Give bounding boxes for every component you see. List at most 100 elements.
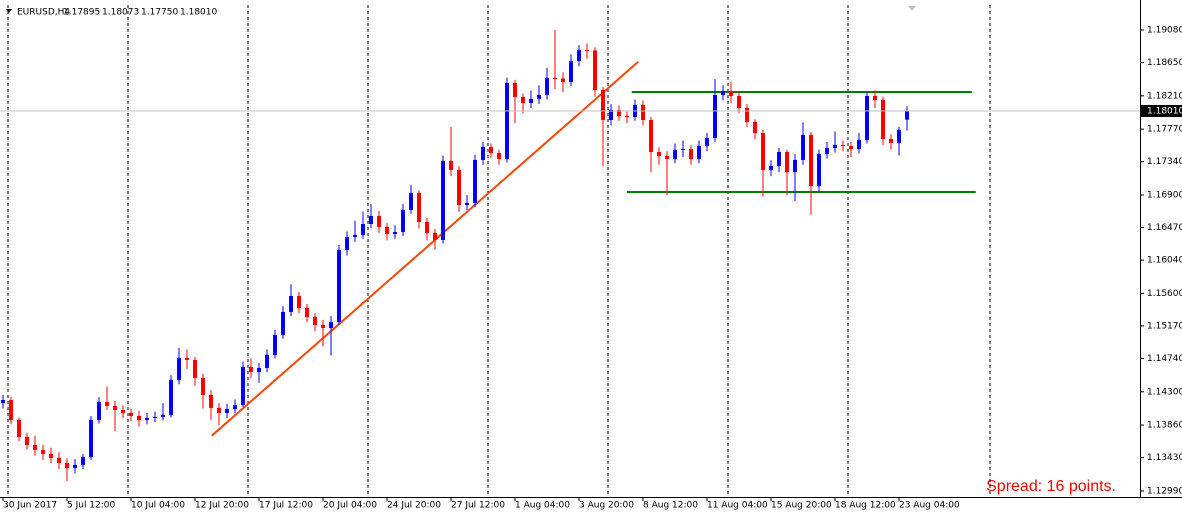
x-tick-label: 18 Aug 12:00 xyxy=(835,501,896,511)
x-tick-label: 10 Jul 04:00 xyxy=(131,501,185,511)
candle-body xyxy=(121,409,125,413)
candle-body xyxy=(705,137,709,146)
candle-body xyxy=(585,49,589,51)
x-tick-label: 1 Aug 04:00 xyxy=(515,501,570,511)
y-tick-label: 1.15170 xyxy=(1147,321,1182,331)
candle-body xyxy=(265,354,269,368)
candle-body xyxy=(217,407,221,413)
candle-body xyxy=(81,456,85,465)
x-tick-label: 27 Jul 12:00 xyxy=(451,501,505,511)
y-tick-label: 1.16470 xyxy=(1147,223,1182,233)
candle-body xyxy=(713,94,717,138)
candle-body xyxy=(393,231,397,234)
candle-body xyxy=(313,316,317,325)
x-tick-label: 24 Jul 20:00 xyxy=(387,501,441,511)
y-tick-label: 1.13860 xyxy=(1147,421,1182,431)
y-tick-label: 1.16040 xyxy=(1147,256,1182,266)
y-tick-label: 1.16900 xyxy=(1147,190,1182,200)
candle-body xyxy=(689,148,693,159)
candle-body xyxy=(609,109,613,120)
candle-body xyxy=(489,146,493,153)
menu-arrow[interactable] xyxy=(6,9,12,13)
candle-body xyxy=(257,367,261,372)
x-tick-label: 23 Aug 04:00 xyxy=(899,501,960,511)
candle-body xyxy=(161,414,165,417)
candle-body xyxy=(201,377,205,395)
candle-body xyxy=(801,134,805,160)
candle-body xyxy=(1,399,5,404)
x-tick-label: 12 Jul 20:00 xyxy=(195,501,249,511)
candle-body xyxy=(737,95,741,108)
y-tick-label: 1.19080 xyxy=(1147,25,1182,35)
candle-body xyxy=(497,152,501,159)
shift-marker xyxy=(908,6,916,11)
candle-body xyxy=(89,419,93,457)
y-tick-label: 1.18650 xyxy=(1147,58,1182,68)
candle-body xyxy=(33,444,37,450)
y-tick-label: 1.15600 xyxy=(1147,289,1182,299)
x-tick-label: 17 Jul 12:00 xyxy=(259,501,313,511)
price-label-box xyxy=(1141,104,1182,117)
symbol-label: EURUSD,H4 xyxy=(17,8,70,18)
candle-body xyxy=(521,96,525,103)
candle-body xyxy=(113,405,117,410)
candle-body xyxy=(193,359,197,378)
candle-body xyxy=(441,160,445,240)
candle-body xyxy=(385,226,389,234)
candle-body xyxy=(905,110,909,120)
candle-body xyxy=(529,98,533,103)
candle-body xyxy=(137,415,141,420)
y-tick-label: 1.14740 xyxy=(1147,354,1182,364)
candle-body xyxy=(601,90,605,120)
candle-body xyxy=(345,236,349,250)
candle-body xyxy=(273,334,277,355)
y-tick-label: 1.18210 xyxy=(1147,91,1182,101)
candle-body xyxy=(817,153,821,186)
candle-body xyxy=(449,160,453,170)
candle-body xyxy=(753,121,757,133)
x-tick-label: 30 Jun 2017 xyxy=(3,501,57,511)
candle-body xyxy=(353,234,357,237)
low-label: 1.17750 xyxy=(141,8,178,18)
candle-body xyxy=(401,209,405,232)
candle-body xyxy=(433,232,437,240)
candle-body xyxy=(697,145,701,159)
close-label: 1.18010 xyxy=(180,8,217,18)
candle-body xyxy=(809,134,813,186)
candle-body xyxy=(545,77,549,95)
candle-body xyxy=(673,149,677,159)
candle-body xyxy=(481,146,485,160)
candle-body xyxy=(889,138,893,143)
candle-body xyxy=(761,132,765,170)
candle-body xyxy=(769,165,773,170)
trendline xyxy=(211,61,639,437)
high-label: 1.18073 xyxy=(102,8,139,18)
candle-body xyxy=(745,107,749,122)
candle-body xyxy=(625,115,629,117)
candle-body xyxy=(857,139,861,149)
x-tick-label: 11 Aug 04:00 xyxy=(707,501,768,511)
candle-body xyxy=(321,324,325,328)
candle-body xyxy=(777,151,781,166)
candle-body xyxy=(513,82,517,97)
candle-body xyxy=(129,412,133,416)
candle-body xyxy=(849,145,853,149)
candle-body xyxy=(417,192,421,222)
spread-label: Spread: 16 points. xyxy=(986,478,1116,495)
candle-body xyxy=(537,94,541,99)
candle-body xyxy=(169,379,173,415)
candle-body xyxy=(289,295,293,312)
candle-body xyxy=(721,90,725,95)
candle-body xyxy=(377,215,381,227)
candle-body xyxy=(153,416,157,418)
x-tick-label: 20 Jul 04:00 xyxy=(323,501,377,511)
candle-body xyxy=(593,50,597,91)
y-tick-label: 1.12990 xyxy=(1147,486,1182,496)
candle-body xyxy=(9,399,13,420)
candle-body xyxy=(649,119,653,152)
candle-body xyxy=(105,401,109,406)
y-tick-label: 1.17770 xyxy=(1147,125,1182,135)
